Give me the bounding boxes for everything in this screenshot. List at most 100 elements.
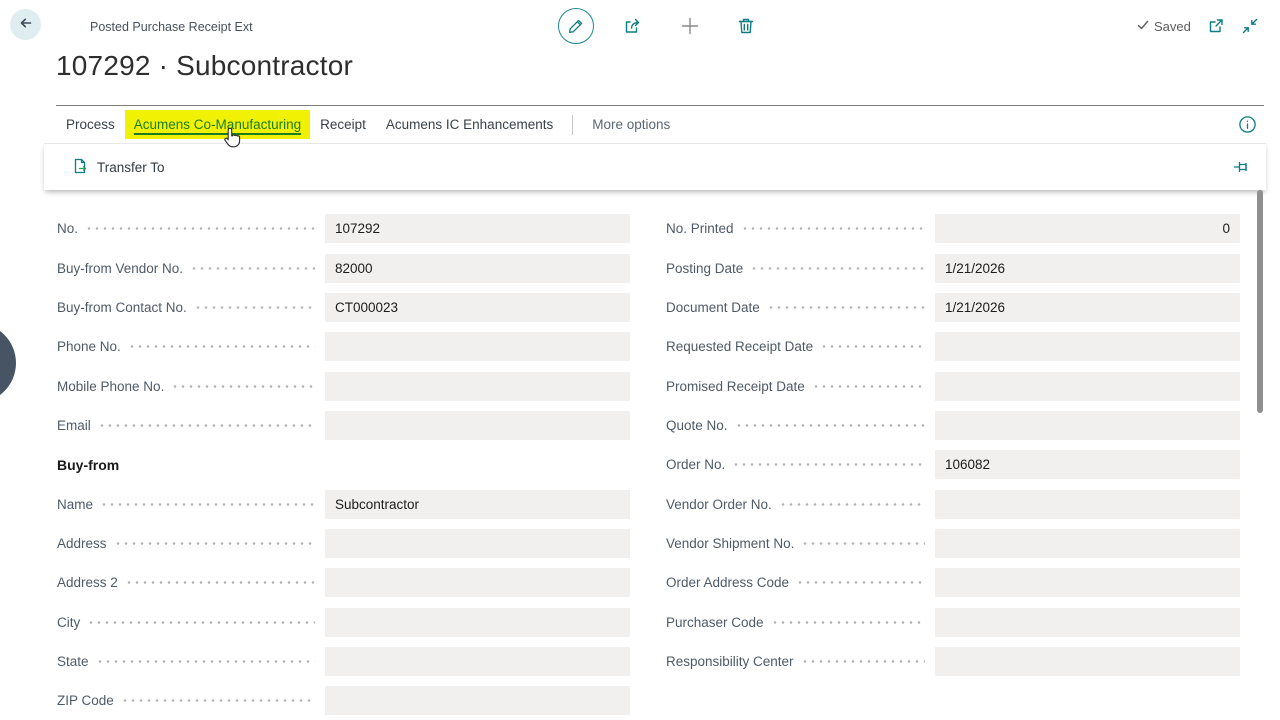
dotted-leader <box>732 463 925 467</box>
vertical-scrollbar[interactable] <box>1257 190 1263 413</box>
open-in-new-window-button[interactable] <box>1206 16 1226 36</box>
dotted-leader <box>87 620 315 624</box>
collapse-button[interactable] <box>1240 16 1260 36</box>
page-title: 107292 · Subcontractor <box>56 50 354 81</box>
field-row-order-address-code: Order Address Code <box>666 563 1240 602</box>
plus-icon <box>679 15 701 37</box>
tab-divider <box>572 114 574 135</box>
info-button[interactable] <box>1238 115 1257 134</box>
field-value-address[interactable] <box>325 528 630 558</box>
field-value-no-printed[interactable]: 0 <box>935 214 1240 244</box>
field-label: Email <box>57 417 91 433</box>
field-label: Posting Date <box>666 260 744 276</box>
field-value-buy-from-contact-no[interactable]: CT000023 <box>325 292 630 322</box>
field-value-quote-no[interactable] <box>935 410 1240 440</box>
field-value-vendor-shipment-no[interactable] <box>935 528 1240 558</box>
field-label: Name <box>57 496 94 512</box>
field-value-state[interactable] <box>325 646 630 676</box>
field-label: State <box>57 653 89 669</box>
tab-acumens-co-manufacturing[interactable]: Acumens Co-Manufacturing <box>124 110 311 139</box>
dotted-leader <box>171 384 315 388</box>
section-header: Buy-from <box>57 456 120 473</box>
pin-icon <box>1232 158 1250 176</box>
field-row-vendor-order-no: Vendor Order No. <box>666 484 1240 523</box>
field-value-text: Subcontractor <box>335 496 420 512</box>
field-value-vendor-order-no[interactable] <box>935 489 1240 519</box>
dotted-leader <box>750 266 925 270</box>
field-row-buy-from-contact-no: Buy-from Contact No. CT000023 <box>57 288 630 327</box>
transfer-to-label: Transfer To <box>97 159 165 175</box>
field-value-zip-code[interactable] <box>325 686 630 716</box>
left-edge-handle[interactable] <box>0 323 16 403</box>
dotted-leader <box>97 423 315 427</box>
field-value-responsibility-center[interactable] <box>935 646 1240 676</box>
dotted-leader <box>127 345 315 349</box>
dotted-leader <box>800 659 925 663</box>
edit-button[interactable] <box>558 8 594 44</box>
field-value-phone-no[interactable] <box>325 332 630 362</box>
field-row-address-2: Address 2 <box>57 563 630 602</box>
field-value-promised-receipt-date[interactable] <box>935 371 1240 401</box>
field-label: Vendor Order No. <box>666 496 772 512</box>
page-caption: Posted Purchase Receipt Ext <box>90 20 253 34</box>
field-label: Address <box>57 535 107 551</box>
field-row-purchaser-code: Purchaser Code <box>666 602 1240 641</box>
pin-button[interactable] <box>1232 158 1250 176</box>
field-row-order-no: Order No. 106082 <box>666 445 1240 484</box>
transfer-to-button[interactable]: Transfer To <box>71 157 165 178</box>
field-value-city[interactable] <box>325 607 630 637</box>
edit-pencil-icon <box>566 16 586 36</box>
field-label: ZIP Code <box>57 693 114 709</box>
tab-receipt[interactable]: Receipt <box>320 117 366 132</box>
dotted-leader <box>770 620 925 624</box>
tab-process[interactable]: Process <box>66 117 115 132</box>
dotted-leader <box>811 384 925 388</box>
tab-strip: Process Acumens Co-Manufacturing Receipt Ac… <box>56 105 1264 143</box>
field-value-text: 107292 <box>335 221 381 237</box>
field-value-no[interactable]: 107292 <box>325 214 630 244</box>
field-label: Promised Receipt Date <box>666 378 805 394</box>
field-value-document-date[interactable]: 1/21/2026 <box>935 292 1240 322</box>
field-row-buy-from-vendor-no: Buy-from Vendor No. 82000 <box>57 248 630 287</box>
trash-icon <box>735 15 757 37</box>
field-value-buy-from-vendor-no[interactable]: 82000 <box>325 253 630 283</box>
new-button[interactable] <box>679 15 701 37</box>
field-column-right: No. Printed 0 Posting Date 1/21/2026 Documen… <box>666 209 1240 681</box>
field-value-requested-receipt-date[interactable] <box>935 332 1240 362</box>
field-value-posting-date[interactable]: 1/21/2026 <box>935 253 1240 283</box>
field-label: Phone No. <box>57 339 121 355</box>
field-value-text: 82000 <box>335 260 373 276</box>
delete-button[interactable] <box>735 15 757 37</box>
field-row-email: Email <box>57 406 630 445</box>
back-button[interactable] <box>10 9 41 40</box>
dotted-leader <box>801 541 925 545</box>
check-icon <box>1136 18 1150 35</box>
field-value-order-no[interactable]: 106082 <box>935 450 1240 480</box>
dotted-leader <box>820 345 925 349</box>
dotted-leader <box>113 541 315 545</box>
field-row-no-printed: No. Printed 0 <box>666 209 1240 248</box>
field-label: Address 2 <box>57 575 118 591</box>
field-value-purchaser-code[interactable] <box>935 607 1240 637</box>
field-label: Quote No. <box>666 417 728 433</box>
more-options-button[interactable]: More options <box>592 117 671 132</box>
field-row-mobile-phone-no: Mobile Phone No. <box>57 366 630 405</box>
field-row-vendor-shipment-no: Vendor Shipment No. <box>666 524 1240 563</box>
field-label: Document Date <box>666 299 760 315</box>
dotted-leader <box>766 305 925 309</box>
save-status-label: Saved <box>1154 19 1191 34</box>
field-value-text: CT000023 <box>335 299 399 315</box>
dotted-leader <box>190 266 315 270</box>
tab-acumens-ic-enhancements[interactable]: Acumens IC Enhancements <box>385 117 554 132</box>
share-button[interactable] <box>622 15 644 37</box>
field-value-order-address-code[interactable] <box>935 568 1240 598</box>
field-value-address-2[interactable] <box>325 568 630 598</box>
dotted-leader <box>124 581 315 585</box>
field-value-text: 1/21/2026 <box>945 260 1006 276</box>
field-label: Order Address Code <box>666 575 790 591</box>
field-value-name[interactable]: Subcontractor <box>325 489 630 519</box>
dotted-leader <box>100 502 315 506</box>
field-value-email[interactable] <box>325 410 630 440</box>
field-value-mobile-phone-no[interactable] <box>325 371 630 401</box>
